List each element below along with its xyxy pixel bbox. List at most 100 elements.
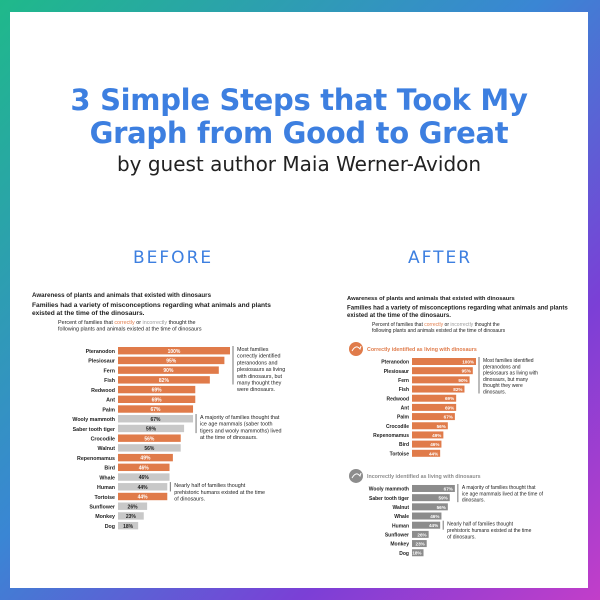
after-value-label: 49%: [432, 433, 441, 438]
after-bar-label: Tortoise: [390, 451, 410, 457]
before-value-label: 69%: [152, 397, 163, 403]
before-subtitle-line-2: existed at the time of the dinosaurs.: [32, 310, 145, 317]
content-card: 3 Simple Steps that Took My Graph from G…: [10, 12, 588, 588]
after-bar-label: Pteranodon: [381, 360, 409, 366]
page-subtitle: by guest author Maia Werner-Avidon: [116, 152, 482, 176]
after-annotation-text: of dinosaurs.: [447, 534, 476, 540]
after-bar-label: Human: [392, 523, 409, 529]
before-annotation-text: plesiosaurs as living: [237, 367, 285, 373]
after-dinosaur-icon: [351, 472, 362, 479]
after-value-label: 67%: [444, 415, 453, 420]
before-subtitle-line-1: Families had a variety of misconceptions…: [32, 302, 271, 309]
after-value-label: 44%: [429, 523, 438, 528]
before-bar-label: Sunflower: [89, 505, 115, 511]
before-caption: Percent of families that correctly or in…: [58, 320, 196, 326]
after-value-label: 90%: [458, 378, 467, 383]
after-bar: [412, 422, 448, 430]
after-value-label: 56%: [437, 505, 446, 510]
before-value-label: 26%: [128, 504, 139, 510]
after-bar: [412, 385, 465, 393]
before-value-label: 67%: [151, 407, 162, 413]
before-annotation-text: A majority of families thought that: [200, 415, 280, 421]
after-caption-part: correctly: [424, 322, 443, 328]
before-bar-label: Walnut: [98, 446, 116, 452]
after-bar-label: Dog: [399, 551, 409, 557]
after-bar: [412, 367, 473, 375]
after-bar: [412, 494, 450, 502]
after-value-label: 95%: [462, 369, 471, 374]
after-annotation-text: A majority of families thought that: [462, 485, 536, 491]
after-caption-line-2: following plants and animals existed at …: [372, 328, 506, 334]
before-bar-label: Repenomamus: [77, 456, 115, 462]
after-bar-label: Ant: [401, 406, 410, 412]
after-group-header: Incorrectly identified as living with di…: [367, 474, 481, 480]
after-bar-label: Crocodile: [386, 424, 409, 430]
before-bar: [118, 434, 181, 442]
after-bar: [412, 521, 441, 529]
after-bar: [412, 358, 476, 365]
before-annotation-text: Nearly half of families thought: [174, 483, 246, 489]
after-value-label: 46%: [430, 514, 439, 519]
charts-svg: Awareness of plants and animals that exi…: [32, 292, 568, 557]
after-bar: [412, 540, 427, 548]
before-caption-line-2: following plants and animals existed at …: [58, 326, 202, 332]
after-bar: [412, 503, 448, 511]
after-bar: [412, 440, 442, 448]
after-dinosaur-icon: [351, 345, 362, 352]
after-group-icon: [349, 468, 363, 483]
after-bar: [412, 403, 457, 411]
after-value-label: 44%: [429, 451, 438, 456]
after-caption-part: incorrectly: [450, 322, 473, 328]
before-bar: [118, 453, 173, 462]
after-annotation-text: dinosaurs.: [462, 498, 485, 504]
after-bar: [412, 376, 470, 384]
before-bar-label: Pteranodon: [86, 349, 115, 355]
before-bar: [118, 512, 144, 520]
before-annotation-text: at the time of dinosaurs.: [200, 435, 258, 441]
after-annotation-text: Nearly half of families thought: [447, 522, 513, 528]
before-caption-part: correctly: [114, 320, 135, 326]
before-bar-label: Crocodile: [91, 436, 115, 442]
after-caption: Percent of families that correctly or in…: [372, 322, 500, 328]
before-annotation-text: many thought they: [237, 381, 282, 387]
after-bar-label: Saber tooth tiger: [369, 496, 409, 502]
before-value-label: 90%: [163, 368, 174, 374]
before-value-label: 69%: [152, 388, 163, 394]
after-subtitle-line-1: Families had a variety of misconceptions…: [347, 305, 568, 312]
after-bar-label: Redwood: [387, 396, 410, 402]
before-bar-label: Dog: [105, 524, 115, 530]
before-value-label: 18%: [123, 524, 134, 530]
after-bar-label: Monkey: [390, 542, 409, 548]
after-group-icon: [349, 342, 363, 356]
before-value-label: 46%: [139, 475, 150, 481]
after-value-label: 23%: [416, 542, 425, 547]
before-bar: [118, 521, 139, 530]
after-bar-label: Palm: [397, 415, 410, 421]
after-bar-label: Fern: [398, 378, 409, 384]
before-bar-label: Palm: [102, 407, 115, 413]
before-bar-label: Ant: [106, 398, 115, 404]
before-value-label: 82%: [159, 378, 170, 384]
before-value-label: 49%: [140, 456, 151, 462]
before-bar-label: Plesiosaur: [88, 359, 115, 365]
after-value-label: 69%: [445, 405, 454, 410]
before-bar-label: Fish: [104, 378, 115, 384]
before-value-label: 100%: [168, 349, 181, 355]
before-bar: [118, 473, 170, 481]
before-value-label: 44%: [138, 485, 149, 491]
page-title-line-2: Graph from Good to Great: [89, 116, 509, 150]
after-annotation-text: plesiosaurs as living with: [483, 371, 538, 377]
before-bar-label: Saber tooth tiger: [73, 427, 115, 433]
before-annotation-text: ice age mammals (saber tooth: [200, 422, 273, 428]
before-bar: [118, 356, 225, 365]
after-bar: [412, 530, 429, 538]
before-bar: [118, 395, 196, 403]
after-value-label: 100%: [462, 360, 474, 365]
before-bar-label: Fern: [104, 368, 115, 374]
before-value-label: 67%: [151, 417, 162, 423]
after-caption-part: or: [443, 322, 450, 328]
after-bar-label: Bird: [399, 442, 409, 448]
after-bar: [412, 449, 441, 457]
before-bar: [118, 415, 194, 423]
